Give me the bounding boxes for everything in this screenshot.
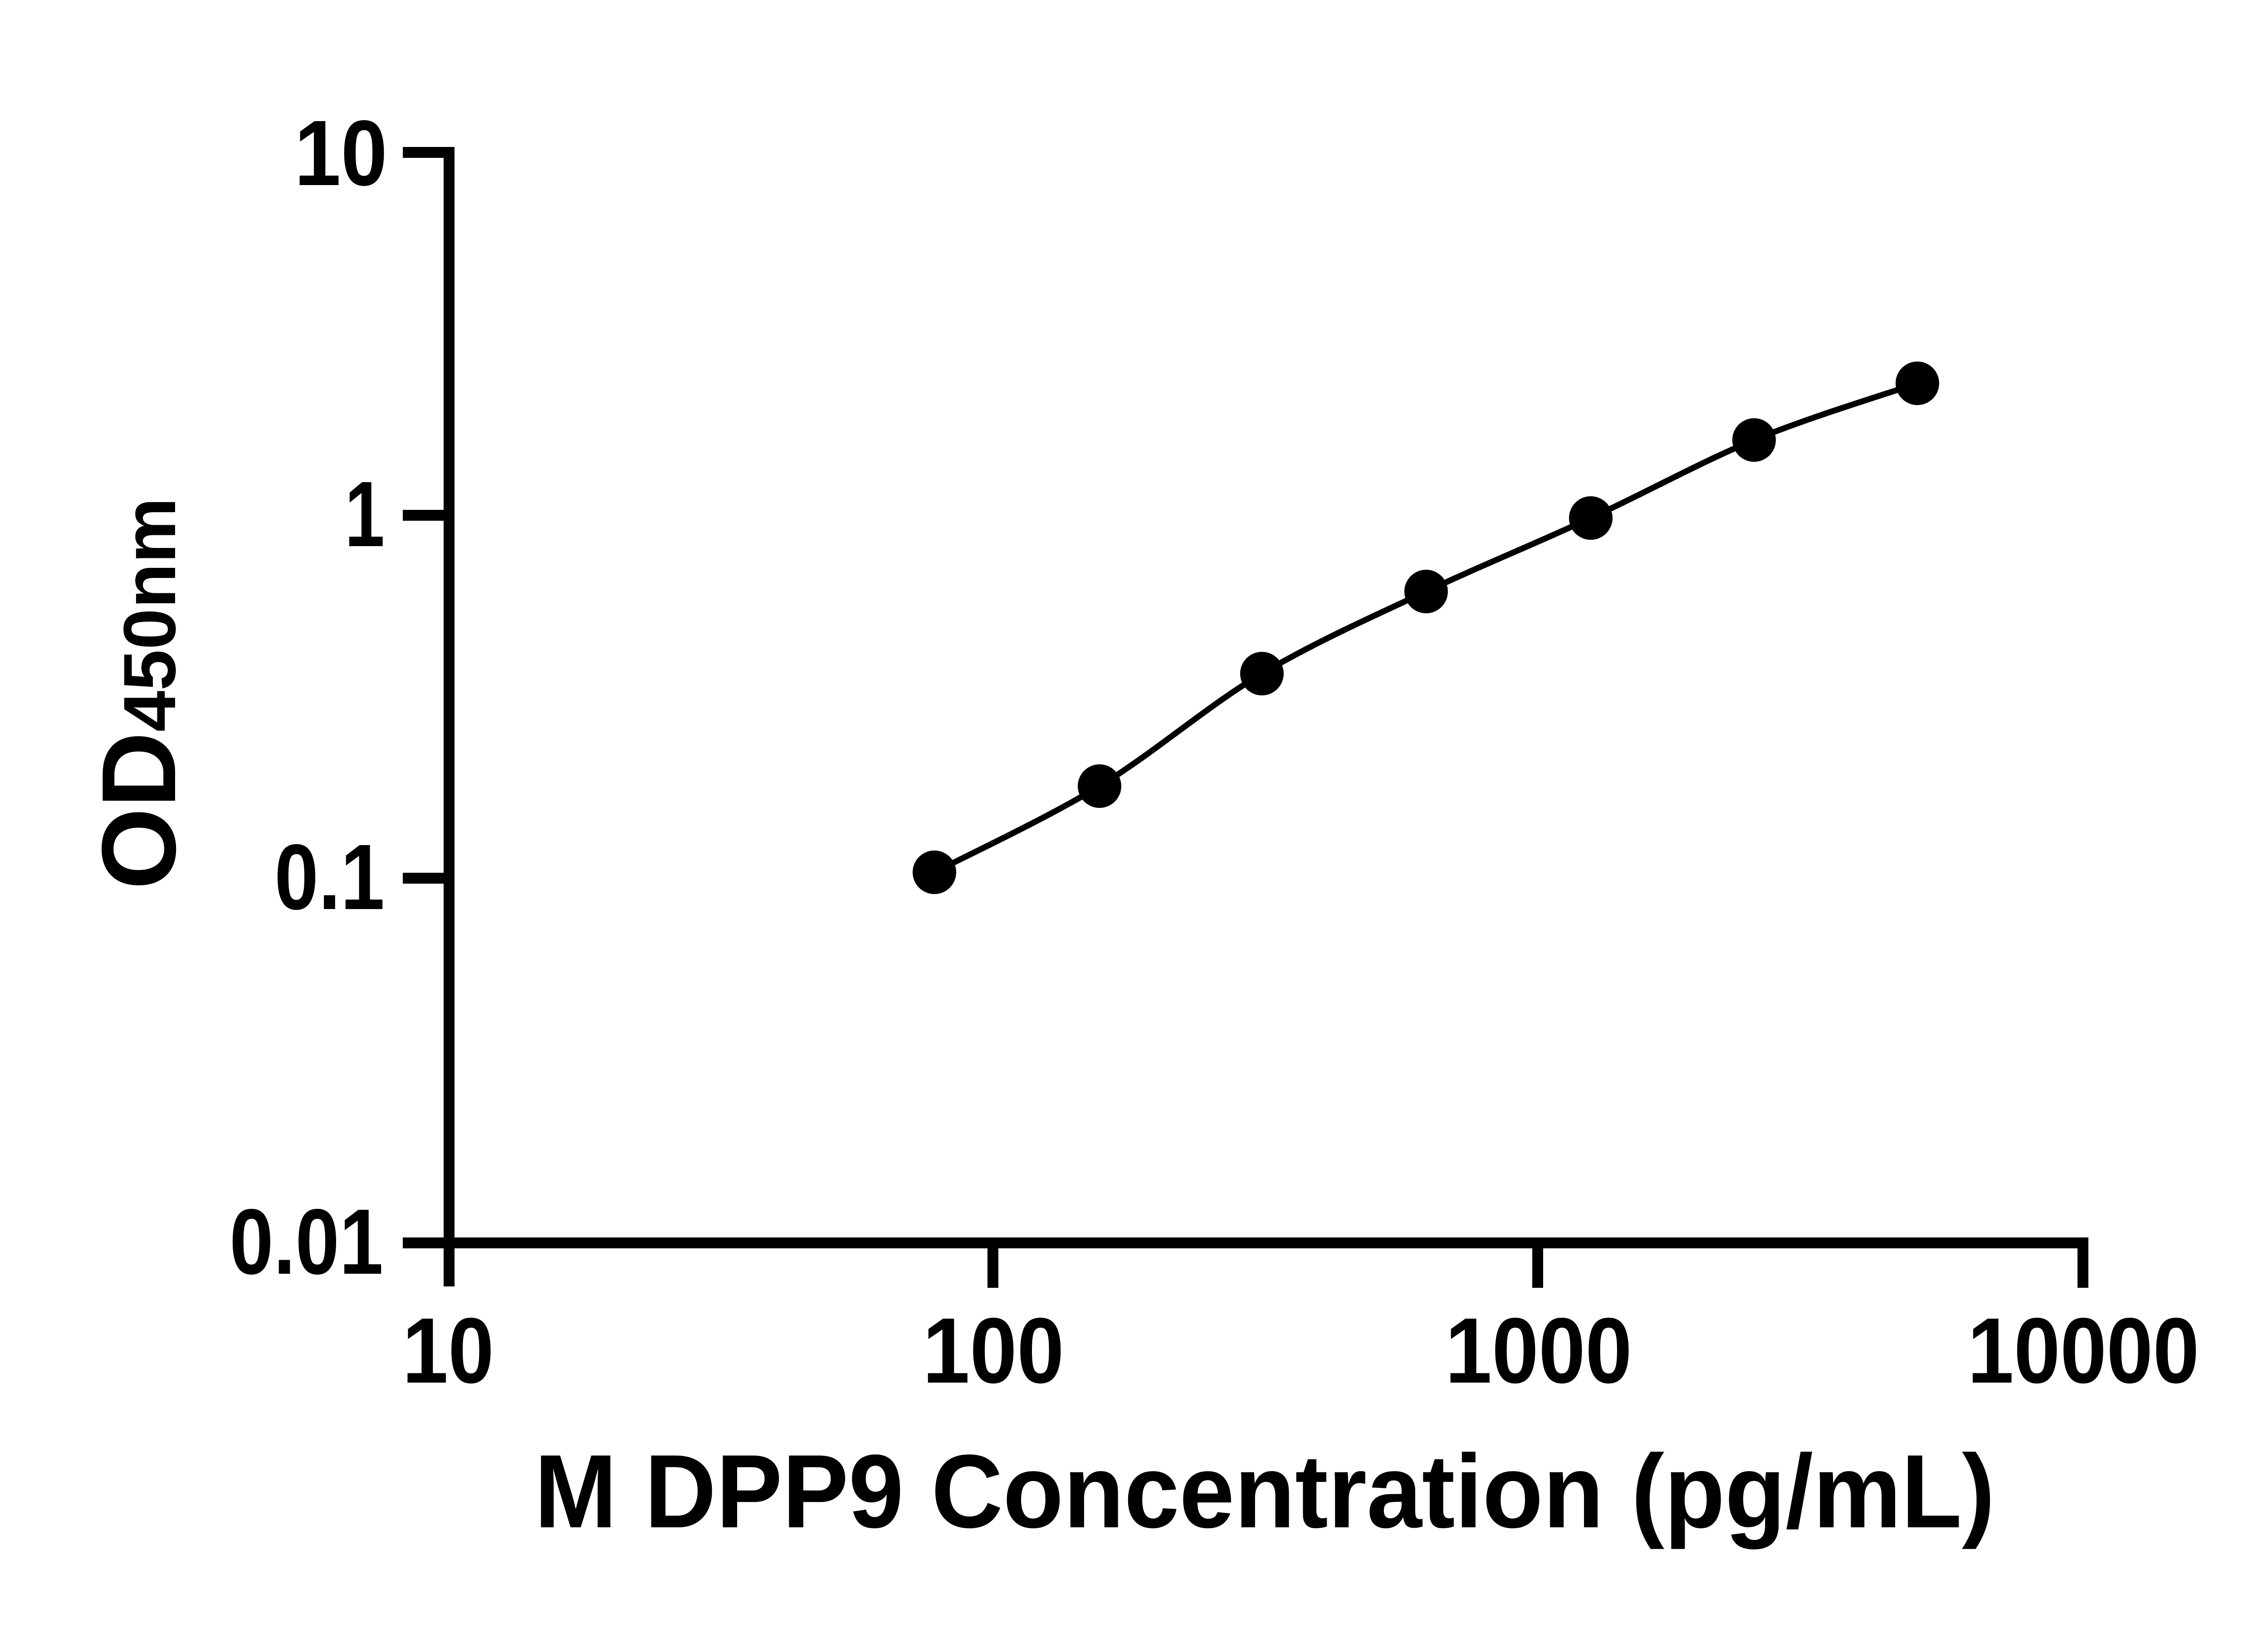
svg-text:1000: 1000 <box>1445 1299 1632 1403</box>
svg-text:OD450nm: OD450nm <box>80 498 198 890</box>
svg-text:1: 1 <box>345 462 385 566</box>
svg-text:10000: 10000 <box>1968 1299 2200 1403</box>
svg-text:10: 10 <box>294 101 387 205</box>
svg-text:10: 10 <box>402 1299 494 1403</box>
svg-text:0.01: 0.01 <box>230 1190 383 1294</box>
svg-text:0.1: 0.1 <box>274 825 385 929</box>
svg-text:100: 100 <box>923 1299 1064 1403</box>
svg-text:M DPP9 Concentration (pg/mL): M DPP9 Concentration (pg/mL) <box>534 1433 1995 1550</box>
